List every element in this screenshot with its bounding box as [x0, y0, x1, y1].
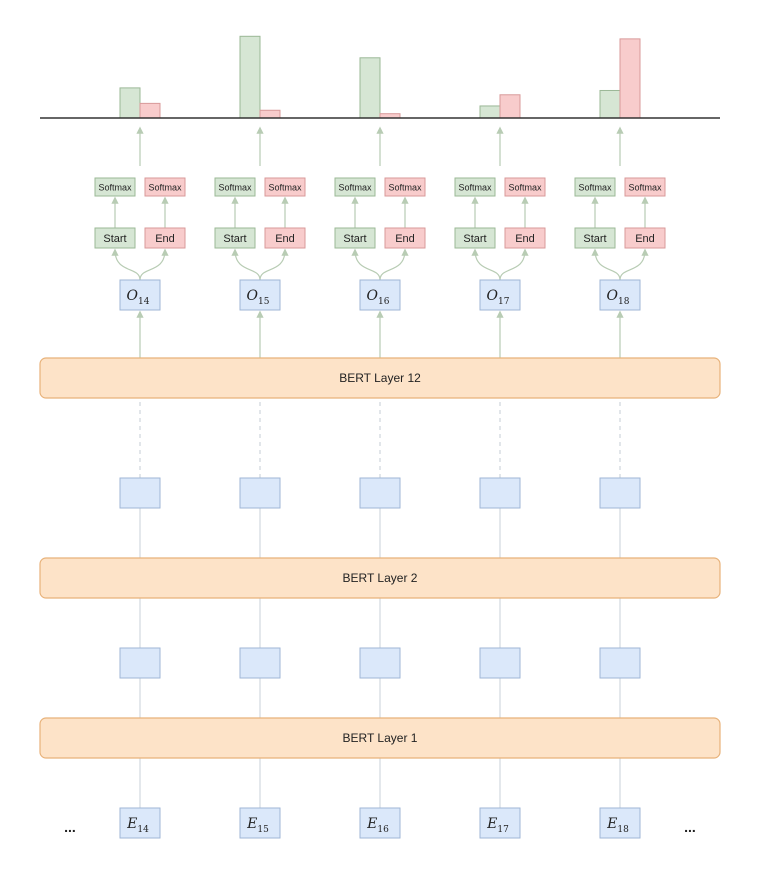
start-box	[94, 227, 136, 249]
start-box	[454, 227, 496, 249]
hidden-state-box	[119, 477, 161, 509]
start-probability-bar	[599, 89, 621, 119]
hidden-state-box	[359, 477, 401, 509]
embedding-box	[119, 807, 161, 839]
end-box	[264, 227, 306, 249]
token-label: E17	[486, 816, 509, 835]
end-softmax-box	[624, 177, 666, 197]
end-branch-arrow	[499, 248, 529, 281]
left-ellipsis: ...	[64, 819, 76, 835]
end-label: End	[275, 233, 295, 245]
end-branch-arrow	[139, 248, 169, 281]
start-label: Start	[223, 233, 246, 245]
token-label: E18	[606, 816, 629, 835]
start-branch-arrow	[351, 248, 381, 281]
hidden-state-box	[599, 647, 641, 679]
softmax-label: Softmax	[218, 183, 252, 193]
start-box	[214, 227, 256, 249]
start-softmax-box	[94, 177, 136, 197]
end-box	[384, 227, 426, 249]
bert-layer-label: BERT Layer 1	[343, 731, 418, 745]
bert-layer-1	[39, 717, 721, 759]
embedding-box	[599, 807, 641, 839]
hidden-state-box	[359, 647, 401, 679]
hidden-state-box	[599, 477, 641, 509]
softmax-label: Softmax	[98, 183, 132, 193]
token-label: O16	[367, 288, 390, 307]
end-softmax-box	[264, 177, 306, 197]
start-branch-arrow	[591, 248, 621, 281]
end-label: End	[395, 233, 415, 245]
embedding-box	[479, 807, 521, 839]
end-softmax-box	[144, 177, 186, 197]
start-label: Start	[343, 233, 366, 245]
token-label: O15	[247, 288, 270, 307]
end-softmax-box	[384, 177, 426, 197]
end-probability-bar	[619, 38, 641, 119]
output-box	[119, 279, 161, 311]
end-branch-arrow	[259, 248, 289, 281]
output-box	[359, 279, 401, 311]
token-label: O18	[607, 288, 630, 307]
end-branch-arrow	[619, 248, 649, 281]
softmax-label: Softmax	[458, 183, 492, 193]
softmax-label: Softmax	[508, 183, 542, 193]
output-box	[599, 279, 641, 311]
token-label: O17	[487, 288, 510, 307]
end-box	[504, 227, 546, 249]
end-branch-arrow	[379, 248, 409, 281]
start-softmax-box	[454, 177, 496, 197]
end-softmax-box	[504, 177, 546, 197]
start-probability-bar	[479, 105, 501, 119]
softmax-label: Softmax	[148, 183, 182, 193]
bert-layer-label: BERT Layer 2	[343, 571, 418, 585]
token-label: E15	[246, 816, 269, 835]
hidden-state-box	[479, 477, 521, 509]
end-box	[624, 227, 666, 249]
start-softmax-box	[214, 177, 256, 197]
end-label: End	[515, 233, 535, 245]
output-box	[479, 279, 521, 311]
start-label: Start	[463, 233, 486, 245]
embedding-box	[359, 807, 401, 839]
softmax-label: Softmax	[578, 183, 612, 193]
right-ellipsis: ...	[684, 819, 696, 835]
hidden-state-box	[119, 647, 161, 679]
start-branch-arrow	[471, 248, 501, 281]
start-label: Start	[583, 233, 606, 245]
end-label: End	[635, 233, 655, 245]
end-probability-bar	[139, 102, 161, 119]
hidden-state-box	[239, 647, 281, 679]
token-label: E16	[366, 816, 389, 835]
bert-layer-2	[39, 557, 721, 599]
start-probability-bar	[119, 87, 141, 119]
softmax-label: Softmax	[388, 183, 422, 193]
softmax-label: Softmax	[628, 183, 662, 193]
hidden-state-box	[239, 477, 281, 509]
end-label: End	[155, 233, 175, 245]
bert-layer-label: BERT Layer 12	[339, 371, 421, 385]
softmax-label: Softmax	[338, 183, 372, 193]
start-probability-bar	[359, 57, 381, 119]
bert-layer-12	[39, 357, 721, 399]
start-branch-arrow	[111, 248, 141, 281]
end-probability-bar	[499, 94, 521, 119]
token-label: E14	[126, 816, 149, 835]
end-probability-bar	[259, 109, 281, 119]
output-box	[239, 279, 281, 311]
start-softmax-box	[334, 177, 376, 197]
embedding-box	[239, 807, 281, 839]
token-label: O14	[127, 288, 150, 307]
hidden-state-box	[479, 647, 521, 679]
start-softmax-box	[574, 177, 616, 197]
end-box	[144, 227, 186, 249]
start-box	[334, 227, 376, 249]
start-label: Start	[103, 233, 126, 245]
start-box	[574, 227, 616, 249]
start-branch-arrow	[231, 248, 261, 281]
start-probability-bar	[239, 35, 261, 119]
softmax-label: Softmax	[268, 183, 302, 193]
